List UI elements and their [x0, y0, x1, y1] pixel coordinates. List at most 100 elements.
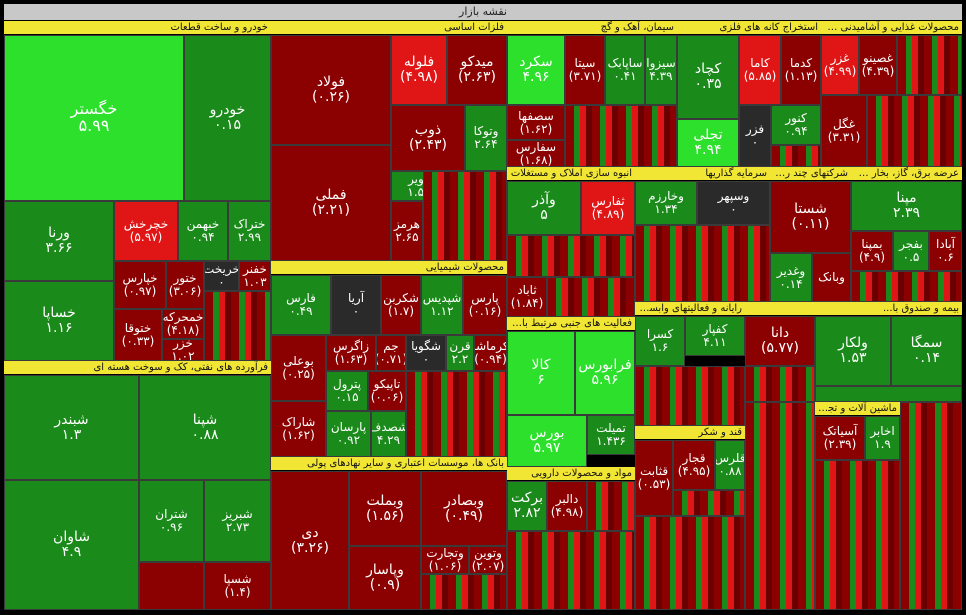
stock-tile[interactable]: خساپا ۱.۱۶	[4, 281, 114, 361]
stock-tile[interactable]: فارس ۰.۴۹	[271, 275, 331, 335]
stock-tile[interactable]: وبصادر (۰.۴۹)	[421, 471, 507, 546]
stock-tile[interactable]: ساپابک ۰.۴۱	[605, 35, 645, 105]
small-tiles-cluster[interactable]	[745, 366, 815, 402]
stock-tile[interactable]: تجلی ۴.۹۴	[677, 119, 739, 167]
stock-tile[interactable]: غگل (۳.۳۱)	[821, 95, 867, 167]
small-tiles-cluster[interactable]	[673, 490, 745, 516]
stock-tile[interactable]: تمیلت ۱.۴۳۶	[587, 415, 635, 455]
small-tiles-cluster[interactable]	[635, 516, 745, 610]
stock-tile[interactable]: شاوان ۴.۹	[4, 480, 139, 610]
small-tiles-cluster[interactable]	[406, 371, 507, 457]
small-tiles-cluster[interactable]	[815, 460, 900, 610]
stock-tile[interactable]: خریخت ۰	[204, 261, 239, 291]
stock-tile[interactable]: قلرس ۰.۸۸	[715, 440, 745, 490]
small-tiles-cluster[interactable]	[745, 402, 815, 610]
stock-tile[interactable]: ختور (۳.۰۶)	[166, 261, 204, 309]
small-tiles-cluster[interactable]	[204, 291, 271, 361]
small-tiles-cluster[interactable]	[587, 481, 635, 531]
stock-tile[interactable]: کسرا ۱.۶	[635, 316, 685, 366]
small-tiles-cluster[interactable]	[547, 277, 635, 317]
stock-tile[interactable]: خپارس (۰.۹۷)	[114, 261, 166, 309]
stock-tile[interactable]: وتجارت (۱.۰۶)	[421, 546, 469, 574]
stock-tile[interactable]: ذوب (۲.۴۳)	[391, 105, 465, 171]
stock-tile[interactable]: برکت ۲.۸۲	[507, 481, 547, 531]
stock-tile[interactable]: شصدف۴.۲۹	[371, 411, 406, 457]
stock-tile[interactable]: پترول ۰.۱۵	[326, 371, 368, 411]
stock-tile[interactable]: خچرخش (۵.۹۷)	[114, 201, 178, 261]
small-tiles-cluster[interactable]	[867, 95, 962, 167]
small-tiles-cluster[interactable]	[635, 225, 770, 302]
stock-tile[interactable]: دانا (۵.۷۷)	[745, 316, 815, 366]
stock-tile[interactable]: فرابورس ۵.۹۶	[575, 331, 635, 415]
stock-tile[interactable]: ولکار ۱.۵۳	[815, 316, 891, 386]
stock-tile[interactable]: وتوین (۲.۰۷)	[469, 546, 507, 574]
stock-tile[interactable]: خمحرکه (۴.۱۸)	[162, 309, 204, 339]
stock-tile[interactable]: وآذر ۵	[507, 181, 581, 235]
stock-tile[interactable]: فملی (۲.۲۱)	[271, 145, 391, 261]
stock-tile[interactable]: قثابت (۰.۵۳)	[635, 440, 673, 516]
stock-tile[interactable]: غصینو (۴.۳۹)	[859, 35, 897, 95]
stock-tile[interactable]: بورس ۵.۹۷	[507, 415, 587, 467]
stock-tile[interactable]: دی (۳.۲۶)	[271, 471, 349, 610]
stock-tile[interactable]: سمگا ۰.۱۴	[891, 316, 962, 386]
stock-tile[interactable]: آریا ۰	[331, 275, 381, 335]
stock-tile[interactable]: ثفارس (۴.۸۹)	[581, 181, 635, 235]
stock-tile[interactable]: شکربن (۱.۷)	[381, 275, 421, 335]
stock-tile[interactable]: کرماشا (۰.۹۴)	[474, 335, 507, 371]
stock-tile[interactable]: وبملت (۱.۵۶)	[349, 471, 421, 546]
stock-tile[interactable]: غزر (۴.۹۹)	[821, 35, 859, 95]
stock-tile[interactable]: میدکو (۲.۶۳)	[447, 35, 507, 105]
stock-tile[interactable]: فلوله (۴.۹۸)	[391, 35, 447, 105]
stock-tile[interactable]: کفپار ۴.۱۱	[685, 316, 745, 356]
stock-tile[interactable]: شبندر ۱.۳	[4, 375, 139, 480]
stock-tile[interactable]: شپدیس ۱.۱۲	[421, 275, 463, 335]
stock-tile[interactable]: قرن ۲.۲	[446, 335, 474, 371]
stock-tile[interactable]	[139, 562, 204, 610]
stock-tile[interactable]: شاراک (۱.۶۲)	[271, 401, 326, 457]
stock-tile[interactable]: پارس (۰.۱۶)	[463, 275, 507, 335]
stock-tile[interactable]: خودرو ۰.۱۵	[184, 35, 271, 201]
stock-tile[interactable]: هرمز ۲.۶۵	[391, 201, 423, 261]
small-tiles-cluster[interactable]	[507, 531, 635, 610]
stock-tile[interactable]: کنور ۰.۹۴	[771, 105, 821, 145]
stock-tile[interactable]: وسپهر ۰	[697, 181, 770, 225]
small-tiles-cluster[interactable]	[635, 366, 745, 426]
stock-tile[interactable]: تاپیکو (۰.۰۶)	[368, 371, 406, 411]
stock-tile[interactable]: جم (۰.۷۱)	[376, 335, 406, 371]
stock-tile[interactable]: شسپا (۱.۴)	[204, 562, 271, 610]
stock-tile[interactable]: کچاد ۰.۳۵	[677, 35, 739, 119]
stock-tile[interactable]: خفنر ۱.۰۳	[239, 261, 271, 291]
stock-tile[interactable]: قجار (۴.۹۵)	[673, 440, 715, 490]
stock-tile[interactable]: بوعلی (۰.۲۵)	[271, 335, 326, 401]
small-tiles-cluster[interactable]	[565, 105, 677, 167]
stock-tile[interactable]: سیزوا ۴.۳۹	[645, 35, 677, 105]
stock-tile[interactable]: کالا ۶	[507, 331, 575, 415]
stock-tile[interactable]: بفجر ۰.۵	[893, 231, 929, 271]
stock-tile[interactable]: زاگرس (۱.۶۳)	[326, 335, 376, 371]
stock-tile[interactable]: مپنا ۲.۳۹	[851, 181, 962, 231]
stock-tile[interactable]: خزر ۱.۰۲	[162, 339, 204, 361]
stock-tile[interactable]: وبانک	[812, 253, 851, 302]
stock-tile[interactable]: وخارزم ۱.۳۴	[635, 181, 697, 225]
small-tiles-cluster[interactable]	[771, 145, 821, 167]
stock-tile[interactable]: فولاد (۰.۲۶)	[271, 35, 391, 145]
stock-tile[interactable]: وغدیر ۰.۱۴	[770, 253, 812, 302]
stock-tile[interactable]: دالبر (۴.۹۸)	[547, 481, 587, 531]
stock-tile[interactable]: شتران ۰.۹۶	[139, 480, 204, 562]
stock-tile[interactable]: وپاسار (۰.۹)	[349, 546, 421, 610]
stock-tile[interactable]: آسیاتک (۲.۳۹)	[815, 416, 865, 460]
small-tiles-cluster[interactable]	[421, 574, 507, 610]
stock-tile[interactable]: وتوکا ۲.۶۴	[465, 105, 507, 171]
stock-tile[interactable]: ختراک ۲.۹۹	[228, 201, 271, 261]
small-tiles-cluster[interactable]	[851, 271, 962, 302]
stock-tile[interactable]	[815, 386, 962, 402]
stock-tile[interactable]: ثاباد (۱.۸۴)	[507, 277, 547, 317]
stock-tile[interactable]: سکرد ۴.۹۶	[507, 35, 565, 105]
stock-tile[interactable]: پارسان ۰.۹۲	[326, 411, 371, 457]
stock-tile[interactable]: خگستر ۵.۹۹	[4, 35, 184, 201]
stock-tile[interactable]: شستا (۰.۱۱)	[770, 181, 851, 253]
stock-tile[interactable]: شبریز ۲.۷۳	[204, 480, 271, 562]
stock-tile[interactable]: اخابر ۱.۹	[865, 416, 900, 460]
stock-tile[interactable]: فزر ۰	[739, 105, 771, 167]
stock-tile[interactable]: سفارس (۱.۶۸)	[507, 140, 565, 167]
